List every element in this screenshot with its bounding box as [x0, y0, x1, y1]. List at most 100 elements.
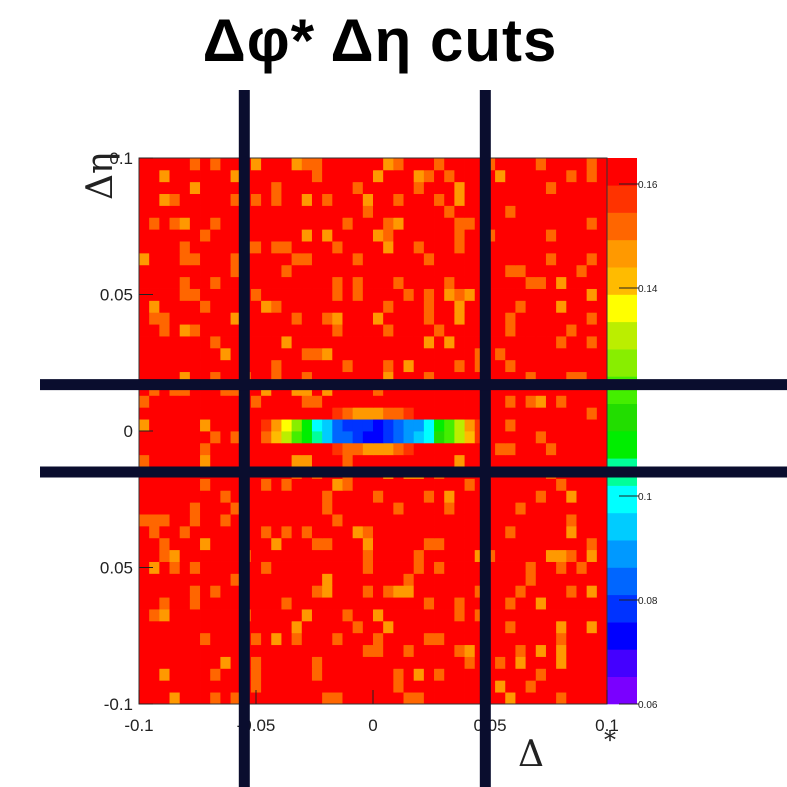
heatmap-cell	[200, 158, 211, 171]
heatmap-cell	[200, 478, 211, 491]
heatmap-cell	[576, 609, 588, 622]
heatmap-cell	[444, 395, 455, 408]
heatmap-cell	[139, 537, 150, 551]
heatmap-cell	[596, 229, 608, 242]
heatmap-cell	[261, 169, 272, 183]
heatmap-cell	[383, 549, 394, 562]
heatmap-cell	[169, 585, 181, 598]
heatmap-cell	[250, 609, 262, 622]
heatmap-cell	[454, 312, 465, 325]
heatmap-cell	[444, 407, 455, 420]
heatmap-cell	[291, 181, 303, 195]
heatmap-cell	[311, 490, 323, 503]
heatmap-cell	[515, 431, 526, 444]
heatmap-cell	[281, 347, 292, 361]
heatmap-cell	[566, 561, 577, 574]
heatmap-cell	[281, 419, 292, 432]
heatmap-cell	[322, 537, 333, 551]
heatmap-cell	[139, 609, 150, 622]
heatmap-cell	[383, 442, 394, 456]
heatmap-cell	[189, 205, 201, 218]
heatmap-cell	[291, 419, 303, 432]
heatmap-cell	[444, 478, 455, 491]
heatmap-cell	[301, 490, 313, 503]
heatmap-cell	[545, 632, 557, 646]
heatmap-cell	[169, 276, 181, 289]
heatmap-cell	[159, 205, 170, 218]
heatmap-cell	[332, 241, 343, 254]
heatmap-cell	[271, 193, 282, 206]
heatmap-cell	[576, 336, 588, 349]
heatmap-cell	[301, 205, 313, 218]
heatmap-cell	[281, 371, 292, 384]
heatmap-cell	[139, 252, 150, 266]
heatmap-cell	[220, 692, 231, 705]
heatmap-cell	[413, 169, 425, 183]
heatmap-cell	[566, 620, 577, 634]
heatmap-cell	[322, 181, 333, 195]
heatmap-cell	[373, 359, 384, 373]
heatmap-cell	[352, 252, 364, 266]
heatmap-cell	[189, 668, 201, 681]
heatmap-cell	[301, 656, 313, 669]
heatmap-cell	[566, 181, 577, 195]
heatmap-cell	[250, 620, 262, 634]
heatmap-cell	[596, 158, 608, 171]
heatmap-cell	[342, 525, 354, 539]
colorbar-segment	[607, 158, 637, 186]
heatmap-cell	[596, 264, 608, 278]
heatmap-cell	[271, 229, 282, 242]
heatmap-cell	[210, 585, 221, 598]
heatmap-cell	[495, 692, 506, 705]
heatmap-cell	[444, 644, 455, 657]
heatmap-cell	[311, 442, 323, 456]
heatmap-cell	[393, 431, 404, 444]
heatmap-cell	[373, 644, 384, 657]
heatmap-cell	[149, 656, 160, 669]
heatmap-cell	[393, 454, 404, 468]
heatmap-cell	[220, 312, 231, 325]
heatmap-cell	[311, 324, 323, 337]
heatmap-cell	[586, 478, 598, 491]
heatmap-cell	[230, 288, 242, 301]
heatmap-cell	[586, 276, 598, 289]
heatmap-cell	[352, 288, 364, 301]
heatmap-cell	[454, 692, 465, 705]
heatmap-cell	[535, 181, 547, 195]
heatmap-cell	[159, 692, 170, 705]
heatmap-cell	[220, 336, 231, 349]
heatmap-cell	[362, 692, 374, 705]
heatmap-cell	[535, 158, 547, 171]
heatmap-cell	[271, 407, 282, 420]
heatmap-cell	[535, 347, 547, 361]
heatmap-cell	[545, 597, 557, 610]
heatmap-cell	[200, 395, 211, 408]
heatmap-cell	[454, 525, 465, 539]
heatmap-cell	[535, 656, 547, 669]
heatmap-cell	[576, 632, 588, 646]
heatmap-cell	[535, 241, 547, 254]
heatmap-cell	[515, 478, 526, 491]
heatmap-cell	[362, 395, 374, 408]
heatmap-cell	[352, 478, 364, 491]
heatmap-cell	[250, 585, 262, 598]
heatmap-cell	[149, 585, 160, 598]
heatmap-cell	[454, 680, 465, 693]
heatmap-cell	[576, 217, 588, 230]
heatmap-cell	[332, 609, 343, 622]
heatmap-cell	[444, 276, 455, 289]
heatmap-cell	[230, 347, 242, 361]
heatmap-cell	[271, 573, 282, 586]
heatmap-cell	[515, 407, 526, 420]
heatmap-cell	[332, 407, 343, 420]
heatmap-cell	[322, 217, 333, 230]
colorbar-segment	[607, 212, 637, 241]
heatmap-cell	[596, 632, 608, 646]
heatmap-cell	[322, 312, 333, 325]
heatmap-cell	[139, 395, 150, 408]
heatmap-cell	[413, 264, 425, 278]
heatmap-cell	[515, 300, 526, 313]
heatmap-cell	[159, 478, 170, 491]
heatmap-cell	[454, 597, 465, 610]
heatmap-cell	[159, 561, 170, 574]
